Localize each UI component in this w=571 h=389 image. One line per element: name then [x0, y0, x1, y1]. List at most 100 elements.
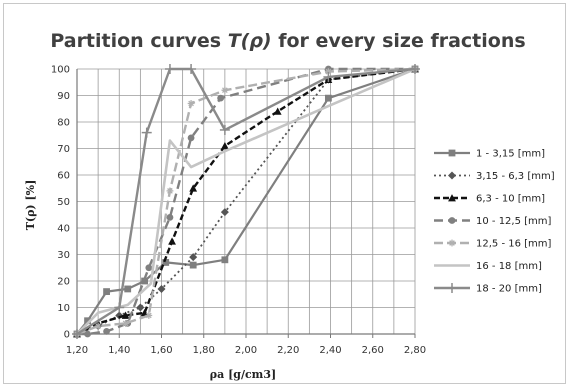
y-tick-label: 10 — [57, 303, 70, 314]
series-line — [76, 67, 416, 335]
data-point — [94, 322, 102, 330]
data-point — [103, 327, 110, 335]
x-tick-label: 1,40 — [108, 345, 130, 356]
y-tick-label: 100 — [51, 65, 70, 76]
data-point — [166, 214, 174, 221]
data-point — [164, 64, 175, 74]
data-point — [410, 64, 420, 74]
legend-label: 10 - 12,5 [mm] — [476, 216, 552, 227]
chart-title: Partition curves T(ρ) for every size fra… — [50, 30, 525, 52]
data-point — [124, 285, 132, 293]
data-point — [162, 259, 170, 266]
data-point — [136, 303, 145, 312]
legend-item: 16 - 18 [mm] — [434, 261, 542, 272]
data-point — [84, 330, 91, 338]
legend-label: 12,5 - 16 [mm] — [476, 239, 552, 250]
x-tick-label: 2,00 — [235, 345, 257, 356]
legend-item: 18 - 20 [mm] — [434, 283, 542, 295]
star-stroke — [188, 100, 194, 107]
data-point — [186, 64, 197, 74]
data-point — [141, 277, 148, 285]
series-line — [76, 67, 416, 336]
legend-marker — [448, 149, 456, 157]
y-tick-label: 50 — [57, 197, 70, 208]
series-4 — [73, 65, 419, 338]
data-point — [141, 127, 152, 138]
data-point — [189, 253, 198, 262]
data-point — [166, 187, 174, 195]
y-tick-label: 40 — [57, 224, 70, 235]
legend-marker — [448, 217, 456, 224]
legend-label: 1 - 3,15 [mm] — [476, 149, 545, 160]
data-point — [221, 256, 229, 264]
data-point — [121, 311, 130, 319]
star-stroke — [222, 87, 228, 94]
data-point — [189, 184, 198, 192]
tick-labels: 0 10 20 30 40 50 60 70 80 90 100 1,20 1,40 1,60 1,80 2,… — [51, 65, 426, 357]
y-tick-label: 20 — [57, 277, 70, 288]
legend-item: 3,15 - 6,3 [mm] — [434, 171, 555, 182]
series-line — [77, 67, 415, 336]
data-point — [219, 124, 230, 135]
y-tick-label: 60 — [57, 171, 70, 182]
legend-item: 10 - 12,5 [mm] — [434, 216, 552, 227]
y-tick-label: 0 — [64, 330, 70, 341]
y-tick-label: 90 — [57, 91, 70, 102]
series-group — [72, 64, 420, 339]
star-stroke — [167, 188, 173, 194]
legend-label: 3,15 - 6,3 [mm] — [476, 171, 555, 182]
data-point — [221, 86, 229, 94]
legend-label: 18 - 20 [mm] — [476, 284, 542, 295]
series-7 — [72, 64, 420, 339]
x-tick-label: 2,40 — [319, 345, 341, 356]
legend-marker — [448, 171, 456, 180]
legend-item: 12,5 - 16 [mm] — [434, 239, 552, 250]
star-stroke — [449, 240, 455, 246]
data-point — [122, 320, 129, 327]
data-point — [220, 208, 229, 217]
data-point — [273, 107, 282, 115]
x-tick-label: 1,80 — [193, 345, 215, 356]
data-point — [217, 94, 225, 102]
x-tick-label: 2,60 — [362, 345, 384, 356]
x-tick-label: 2,20 — [277, 345, 299, 356]
star-stroke — [122, 320, 129, 327]
legend-marker — [447, 283, 457, 293]
legend-item: 1 - 3,15 [mm] — [434, 149, 545, 160]
data-point — [103, 288, 110, 295]
series-6 — [76, 67, 416, 335]
x-tick-label: 1,60 — [150, 345, 172, 356]
grid — [76, 68, 416, 338]
data-point — [145, 312, 153, 319]
y-tick-label: 70 — [57, 144, 70, 155]
data-point — [140, 308, 149, 317]
y-tick-label: 30 — [57, 250, 70, 261]
data-point — [189, 261, 197, 269]
data-point — [72, 329, 82, 339]
data-point — [187, 100, 195, 107]
data-point — [145, 264, 153, 272]
y-tick-label: 80 — [57, 118, 70, 129]
data-point — [220, 141, 229, 150]
data-point — [157, 284, 166, 293]
star-stroke — [325, 68, 332, 75]
legend-item: 6,3 - 10 [mm] — [434, 194, 545, 205]
x-tick-label: 2,80 — [404, 345, 426, 356]
star-stroke — [95, 323, 101, 329]
star-stroke — [145, 312, 152, 319]
data-point — [323, 71, 334, 82]
legend: 1 - 3,15 [mm] 3,15 - 6,3 [mm] 6,3 - 10 [mm… — [434, 149, 555, 295]
x-axis-label: ρa [g/cm3] — [210, 368, 276, 381]
legend-label: 6,3 - 10 [mm] — [476, 194, 545, 205]
series-line — [76, 67, 416, 336]
data-point — [114, 302, 125, 313]
legend-marker — [448, 239, 456, 247]
data-point — [324, 94, 332, 102]
data-point — [84, 317, 91, 325]
y-axis-label: T(ρ) [%] — [24, 180, 37, 231]
legend-label: 16 - 18 [mm] — [476, 261, 542, 272]
series-5 — [73, 65, 419, 338]
data-point — [187, 134, 195, 142]
x-tick-label: 1,20 — [66, 345, 88, 356]
